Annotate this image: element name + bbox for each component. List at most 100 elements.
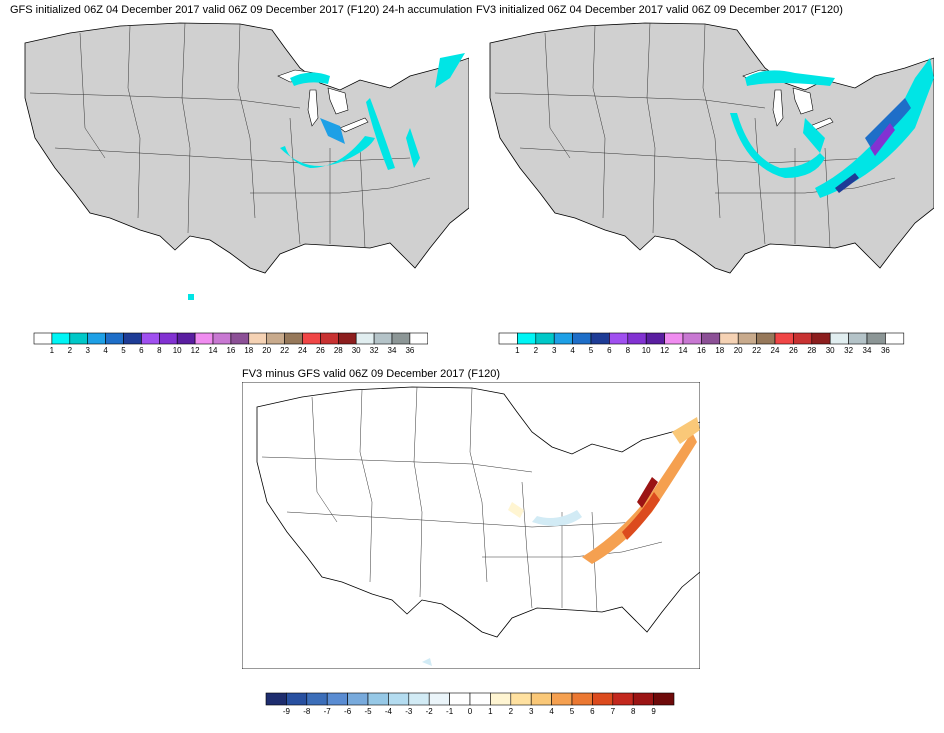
- colorbar-tick-label: 14: [679, 346, 688, 355]
- colorbar-tick-label: -4: [385, 707, 393, 716]
- colorbar-tick-label: 4: [103, 346, 108, 355]
- colorbar-cell: [373, 332, 393, 345]
- map-gfs: [10, 18, 469, 305]
- colorbar-tick-label: 0: [468, 707, 473, 716]
- colorbar-gfs: 1 2 3 4 5 6 8 10 12 14 16 18 20 22 24 26 28 30 32 34 36: [33, 332, 428, 355]
- colorbar-cell: [326, 692, 348, 706]
- colorbar-tick-label: 32: [370, 346, 379, 355]
- colorbar-cell: [408, 692, 430, 706]
- colorbar-tick-label: 8: [626, 346, 631, 355]
- colorbar-tick-label: -3: [405, 707, 413, 716]
- colorbar-tick-label: 7: [611, 707, 616, 716]
- land-mass: [256, 386, 700, 638]
- colorbar-cells: [498, 332, 905, 345]
- colorbar-tick-label: 6: [139, 346, 144, 355]
- colorbar-labels: 1 2 3 4 5 6 8 10 12 14 16 18 20 22 24 26 28 30 32 34 36: [50, 346, 415, 355]
- colorbar-cell: [609, 332, 629, 345]
- colorbar-tick-label: 20: [734, 346, 743, 355]
- colorbar-cell: [490, 692, 512, 706]
- colorbar-tick-label: 36: [881, 346, 890, 355]
- colorbar-cell: [194, 332, 214, 345]
- colorbar-tick-label: 14: [209, 346, 218, 355]
- colorbar-cell: [793, 332, 813, 345]
- colorbar-tick-label: 18: [715, 346, 724, 355]
- land-mass: [489, 22, 934, 274]
- colorbar-cell: [306, 692, 328, 706]
- colorbar-cell: [885, 332, 905, 345]
- colorbar-cell: [347, 692, 369, 706]
- colorbar-cell: [33, 332, 53, 345]
- colorbar-cell: [51, 332, 71, 345]
- colorbar-diff: -9 -8 -7 -6 -5 -4 -3 -2 -1 0 1 2 3 4 5 6 7 8 9: [265, 692, 675, 716]
- colorbar-cell: [701, 332, 721, 345]
- colorbar-tick-label: 22: [280, 346, 289, 355]
- colorbar-cell: [682, 332, 702, 345]
- colorbar-cell: [266, 332, 285, 345]
- colorbar-cell: [469, 692, 491, 706]
- colorbar-tick-label: 20: [262, 346, 271, 355]
- lake-michigan: [772, 89, 784, 127]
- colorbar-tick-label: 6: [607, 346, 612, 355]
- colorbar-cell: [141, 332, 160, 345]
- colorbar-cell: [553, 332, 573, 345]
- colorbar-cell: [866, 332, 886, 345]
- colorbar-tick-label: 24: [298, 346, 307, 355]
- colorbar-tick-label: 16: [697, 346, 706, 355]
- colorbar-tick-label: 36: [405, 346, 414, 355]
- colorbar-cell: [719, 332, 739, 345]
- lake-michigan: [307, 89, 319, 127]
- colorbar-tick-label: 26: [789, 346, 798, 355]
- colorbar-tick-label: 12: [191, 346, 200, 355]
- colorbar-cell: [829, 332, 849, 345]
- colorbar-tick-label: 5: [589, 346, 594, 355]
- colorbar-cell: [87, 332, 106, 345]
- colorbar-tick-label: 1: [515, 346, 520, 355]
- colorbar-cell: [551, 692, 573, 706]
- colorbar-cell: [391, 332, 411, 345]
- map-diff: [242, 382, 700, 669]
- colorbar-cell: [632, 692, 654, 706]
- colorbar-cell: [627, 332, 647, 345]
- colorbar-cell: [265, 692, 287, 706]
- colorbar-tick-label: 6: [590, 707, 595, 716]
- colorbar-tick-label: -8: [303, 707, 311, 716]
- colorbar-tick-label: 22: [752, 346, 761, 355]
- colorbar-tick-label: 24: [771, 346, 780, 355]
- colorbar-tick-label: -2: [426, 707, 434, 716]
- colorbar-cell: [774, 332, 794, 345]
- state-borders: [29, 22, 431, 249]
- colorbar-tick-label: 2: [509, 707, 514, 716]
- colorbar-cell: [811, 332, 831, 345]
- colorbar-tick-label: 9: [651, 707, 656, 716]
- colorbar-cell: [498, 332, 518, 345]
- precip-gfs: [188, 53, 465, 300]
- colorbar-tick-label: 34: [388, 346, 397, 355]
- colorbar-cell: [355, 332, 375, 345]
- colorbar-tick-label: 4: [549, 707, 554, 716]
- colorbar-tick-label: 30: [352, 346, 361, 355]
- panel-title-gfs: GFS initialized 06Z 04 December 2017 val…: [10, 4, 473, 16]
- colorbar-tick-label: 3: [552, 346, 557, 355]
- colorbar-cell: [159, 332, 178, 345]
- colorbar-cell: [388, 692, 410, 706]
- colorbar-cell: [530, 692, 552, 706]
- colorbar-tick-label: 10: [642, 346, 651, 355]
- colorbar-tick-label: 28: [807, 346, 816, 355]
- colorbar-tick-label: 16: [226, 346, 235, 355]
- colorbar-tick-label: 18: [244, 346, 253, 355]
- colorbar-tick-label: 5: [570, 707, 575, 716]
- lake-erie: [339, 117, 369, 133]
- colorbar-cell: [284, 332, 303, 345]
- precip-fv3: [730, 58, 934, 198]
- colorbar-cell: [123, 332, 142, 345]
- colorbar-cell: [105, 332, 124, 345]
- colorbar-cell: [320, 332, 339, 345]
- colorbar-tick-label: 2: [68, 346, 73, 355]
- panel-title-fv3: FV3 initialized 06Z 04 December 2017 val…: [476, 4, 843, 16]
- colorbar-cell: [337, 332, 357, 345]
- colorbar-cell: [367, 692, 389, 706]
- colorbar-tick-label: 8: [631, 707, 636, 716]
- lake-huron: [792, 87, 814, 115]
- colorbar-cell: [517, 332, 537, 345]
- colorbar-tick-label: 2: [534, 346, 539, 355]
